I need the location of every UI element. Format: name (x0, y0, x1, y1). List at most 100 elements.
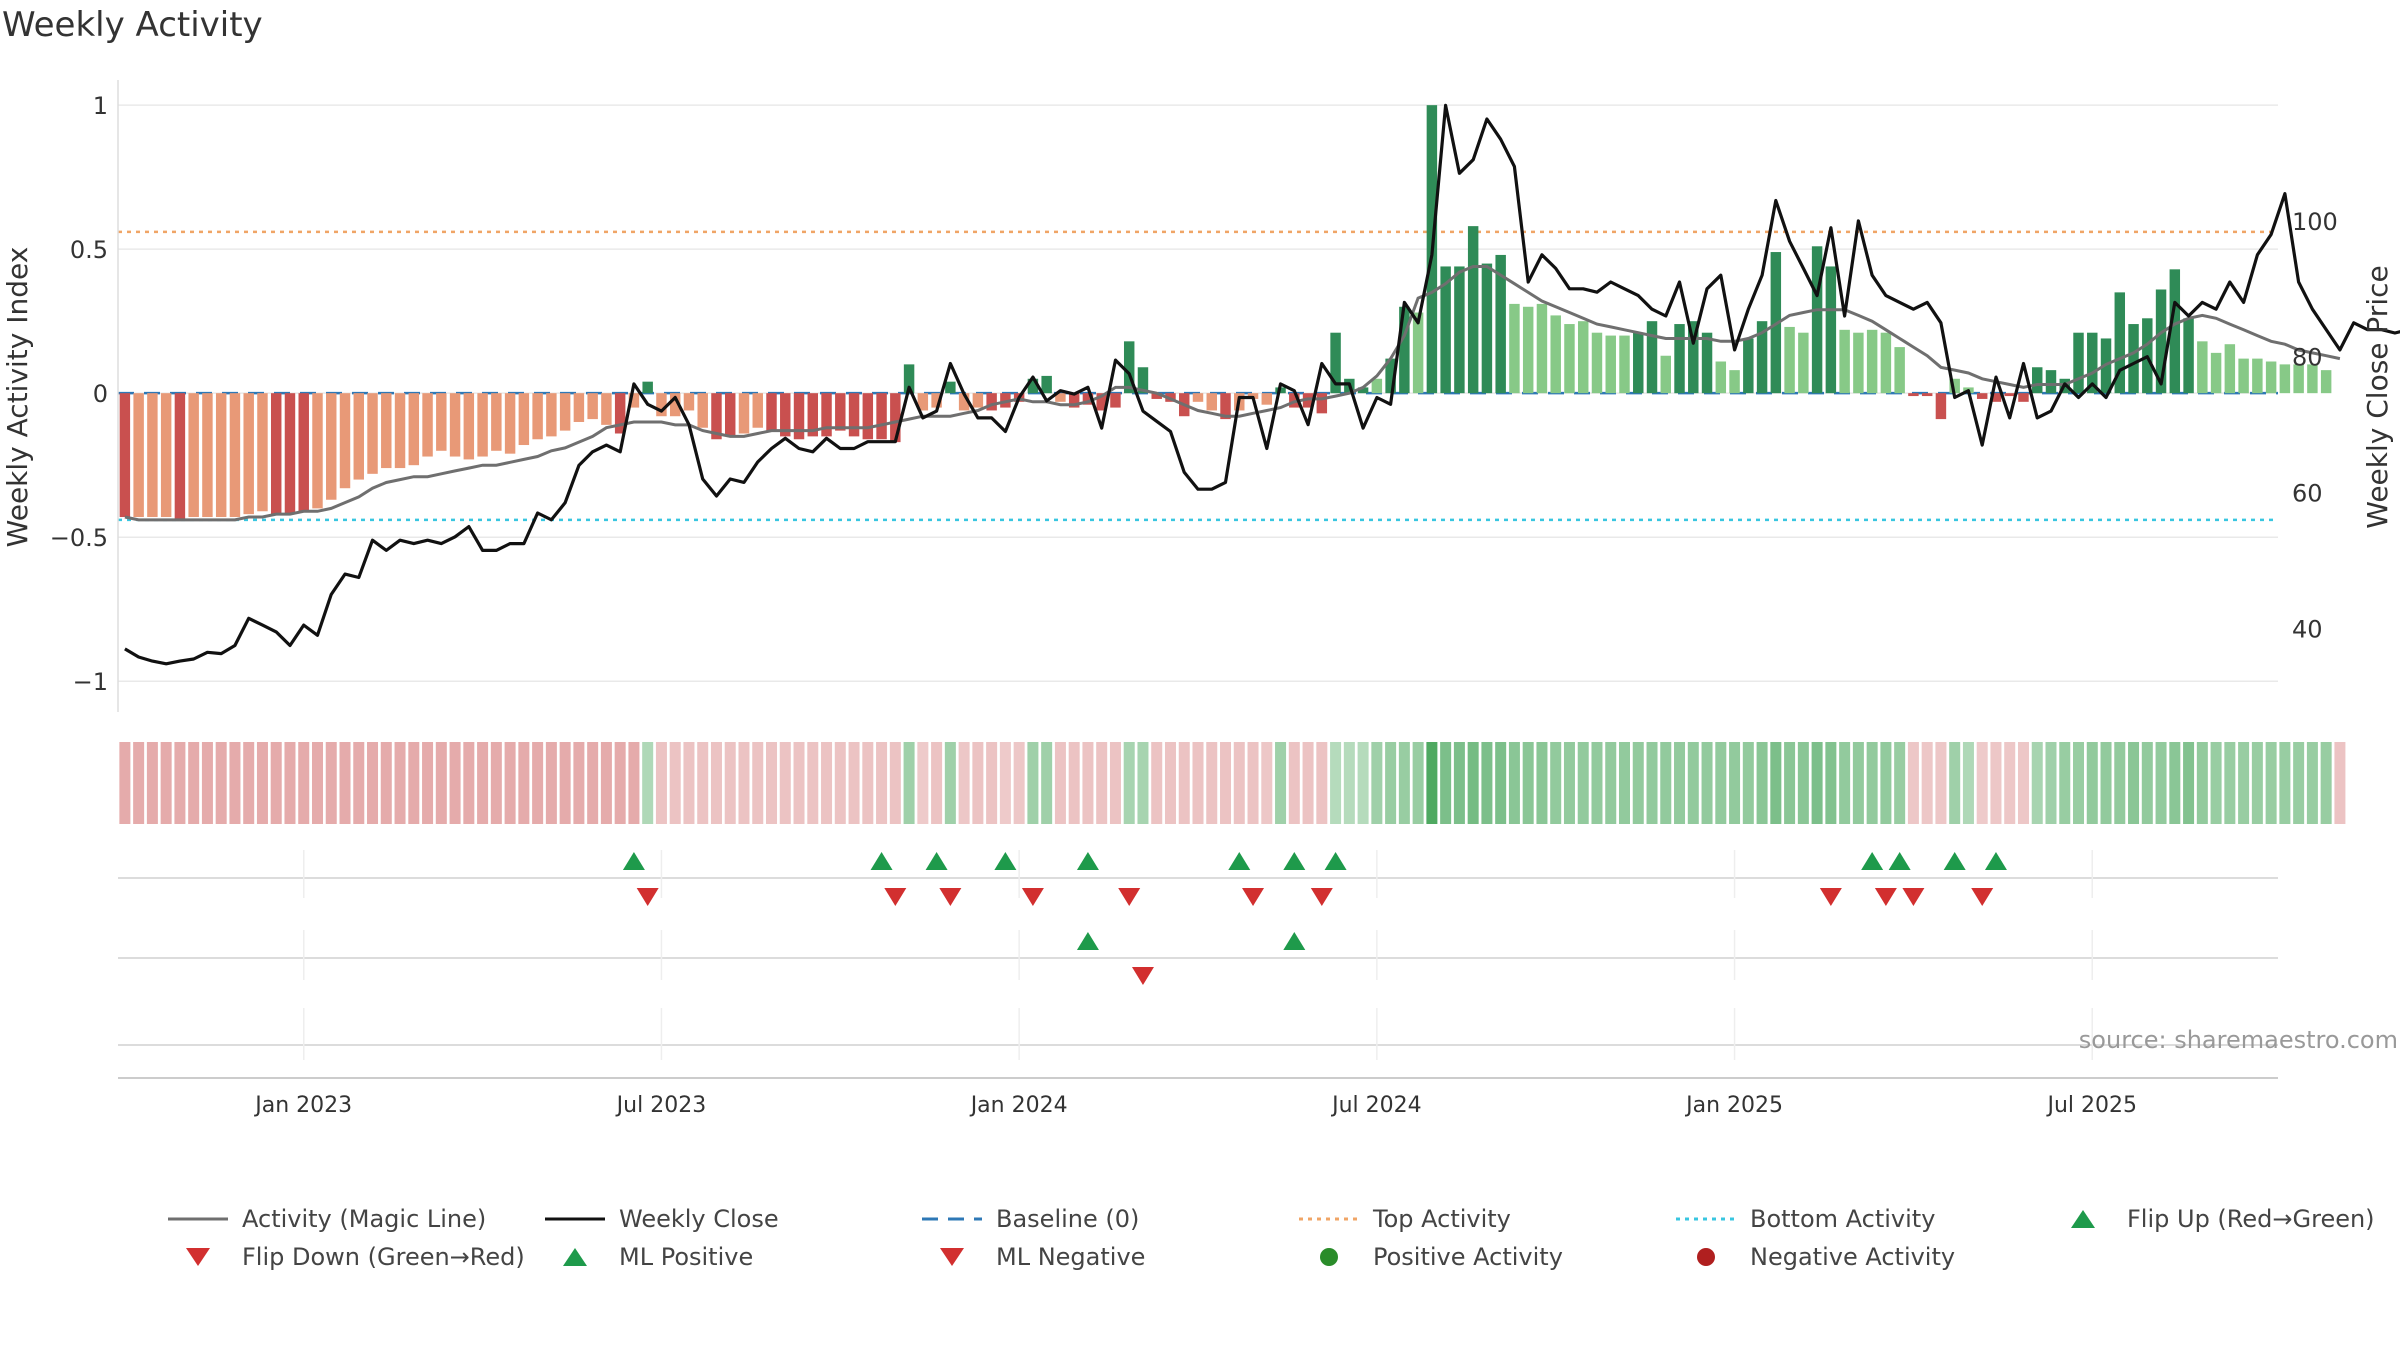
activity-bar (270, 393, 282, 515)
activity-bar (1908, 393, 1919, 397)
heat-cell (972, 742, 984, 824)
heat-cell (1453, 742, 1465, 824)
x-tick-label: Jul 2025 (2046, 1093, 2138, 1118)
flip-up-marker (1943, 852, 1966, 870)
activity-bar (2279, 364, 2291, 394)
legend-dash-icon (922, 1217, 982, 1221)
activity-bar (1454, 266, 1465, 394)
activity-bar (2307, 364, 2318, 394)
heat-cell (1563, 742, 1575, 824)
heat-cell (119, 742, 131, 824)
activity-bar (339, 393, 351, 489)
heat-cell (1164, 742, 1176, 824)
heat-cell (807, 742, 819, 824)
heat-cell (1687, 742, 1699, 824)
heat-cell (958, 742, 970, 824)
heat-cell (793, 742, 805, 824)
activity-bar (2004, 393, 2015, 397)
activity-heat-strip (119, 742, 2346, 824)
activity-bar (353, 393, 364, 480)
heat-cell (889, 742, 901, 824)
activity-bar (1894, 347, 1905, 394)
heat-cell (1467, 742, 1479, 824)
heat-cell (229, 742, 241, 824)
activity-bar (1096, 393, 1107, 411)
heat-cell (1715, 742, 1727, 824)
heat-cell (1962, 742, 1974, 824)
heat-cell (1275, 742, 1287, 824)
heat-cell (655, 742, 667, 824)
flip-down-marker (1971, 888, 1994, 906)
heat-cell (710, 742, 722, 824)
legend-item-magic-line: Activity (Magic Line) (168, 1200, 486, 1238)
heat-cell (339, 742, 351, 824)
heat-cell (1192, 742, 1204, 824)
activity-bar (848, 393, 860, 437)
heat-cell (999, 742, 1011, 824)
heat-cell (1921, 742, 1933, 824)
activity-bar (601, 393, 612, 425)
heat-cell (2100, 742, 2112, 824)
activity-bar (1399, 306, 1410, 394)
activity-bar (931, 393, 942, 408)
flip-down-marker (884, 888, 907, 906)
heat-cell (1054, 742, 1066, 824)
activity-bar (202, 393, 213, 518)
heat-cell (2265, 742, 2277, 824)
ml-positive-marker (1076, 932, 1099, 950)
heat-cell (367, 742, 379, 824)
y-right-tick-label: 80 (2292, 344, 2323, 372)
x-tick-label: Jan 2024 (969, 1093, 1068, 1118)
activity-bar (1990, 393, 2002, 402)
heat-cell (1701, 742, 1713, 824)
flip-up-marker (1076, 852, 1099, 870)
heat-cell (683, 742, 695, 824)
flip-down-marker (1310, 888, 1333, 906)
activity-bar (229, 393, 241, 518)
activity-bar (215, 393, 227, 518)
heat-cell (821, 742, 833, 824)
activity-bar (862, 393, 874, 440)
activity-bar (986, 393, 997, 411)
activity-bar (133, 393, 144, 518)
heat-cell (1137, 742, 1149, 824)
heat-cell (559, 742, 571, 824)
heat-cell (1756, 742, 1768, 824)
activity-bar (1206, 393, 1217, 411)
activity-bar (422, 393, 433, 457)
heat-cell (215, 742, 227, 824)
activity-bar (876, 393, 887, 440)
activity-bar (1151, 393, 1162, 399)
heat-cell (2059, 742, 2071, 824)
activity-bars (119, 105, 2332, 520)
source-credit: source: sharemaestro.com (2079, 1026, 2398, 1054)
heat-cell (779, 742, 791, 824)
activity-bar (243, 393, 254, 515)
heat-cell (1880, 742, 1892, 824)
heat-cell (1591, 742, 1603, 824)
activity-bar (436, 393, 447, 451)
activity-bar (1027, 378, 1039, 394)
heat-cell (284, 742, 296, 824)
activity-bar (725, 393, 736, 437)
heat-cell (2183, 742, 2195, 824)
activity-bar (656, 393, 667, 417)
heat-cell (188, 742, 200, 824)
heat-cell (1797, 742, 1809, 824)
activity-bar (160, 393, 172, 518)
legend-line-icon (545, 1217, 605, 1221)
activity-bar (1619, 335, 1630, 394)
activity-bar (821, 393, 832, 437)
signal-markers (622, 852, 2007, 985)
activity-bar (1784, 326, 1795, 394)
activity-bar (2073, 332, 2084, 394)
activity-bar (917, 393, 929, 411)
activity-bar (119, 393, 131, 518)
activity-bar (147, 393, 158, 518)
activity-bar (2128, 324, 2139, 394)
activity-bar (1481, 263, 1493, 394)
activity-bar (958, 393, 970, 411)
flip-down-marker (1874, 888, 1897, 906)
activity-bar (697, 393, 708, 428)
heat-cell (2004, 742, 2016, 824)
